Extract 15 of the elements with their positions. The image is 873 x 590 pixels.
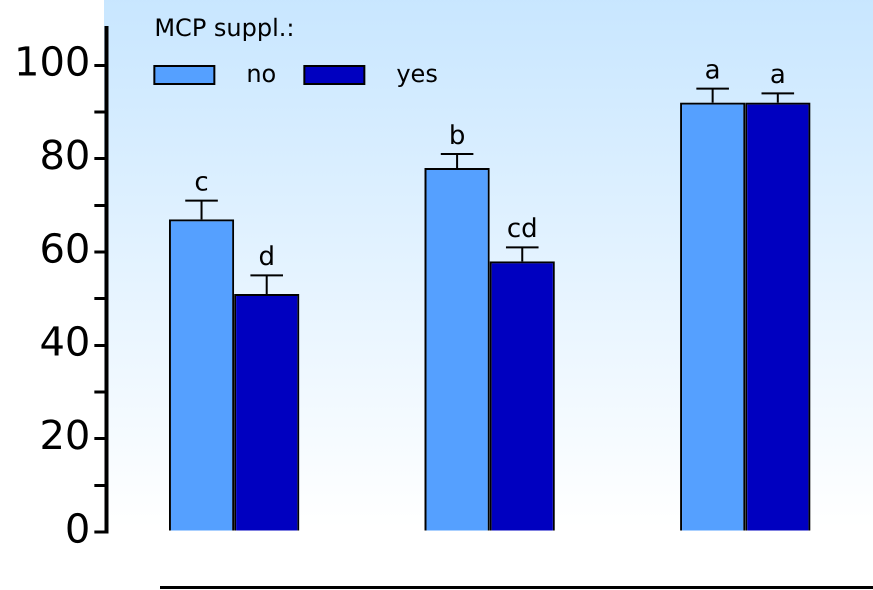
- y-tick-label: 60: [39, 226, 90, 272]
- y-tick-label: 0: [64, 506, 90, 552]
- y-tick-label: 20: [39, 413, 90, 460]
- annotation: a: [770, 60, 786, 90]
- annotation: a: [704, 55, 721, 86]
- y-tick-label: 100: [14, 40, 90, 86]
- legend-title: MCP suppl.:: [154, 14, 294, 42]
- annotation: b: [448, 120, 466, 151]
- legend-label: no: [246, 60, 276, 88]
- legend-label: yes: [396, 60, 438, 88]
- annotation: c: [194, 167, 209, 198]
- annotation: cd: [506, 214, 538, 244]
- y-tick-label: 80: [39, 133, 90, 180]
- annotation: d: [258, 242, 275, 272]
- y-tick-label: 40: [39, 320, 90, 366]
